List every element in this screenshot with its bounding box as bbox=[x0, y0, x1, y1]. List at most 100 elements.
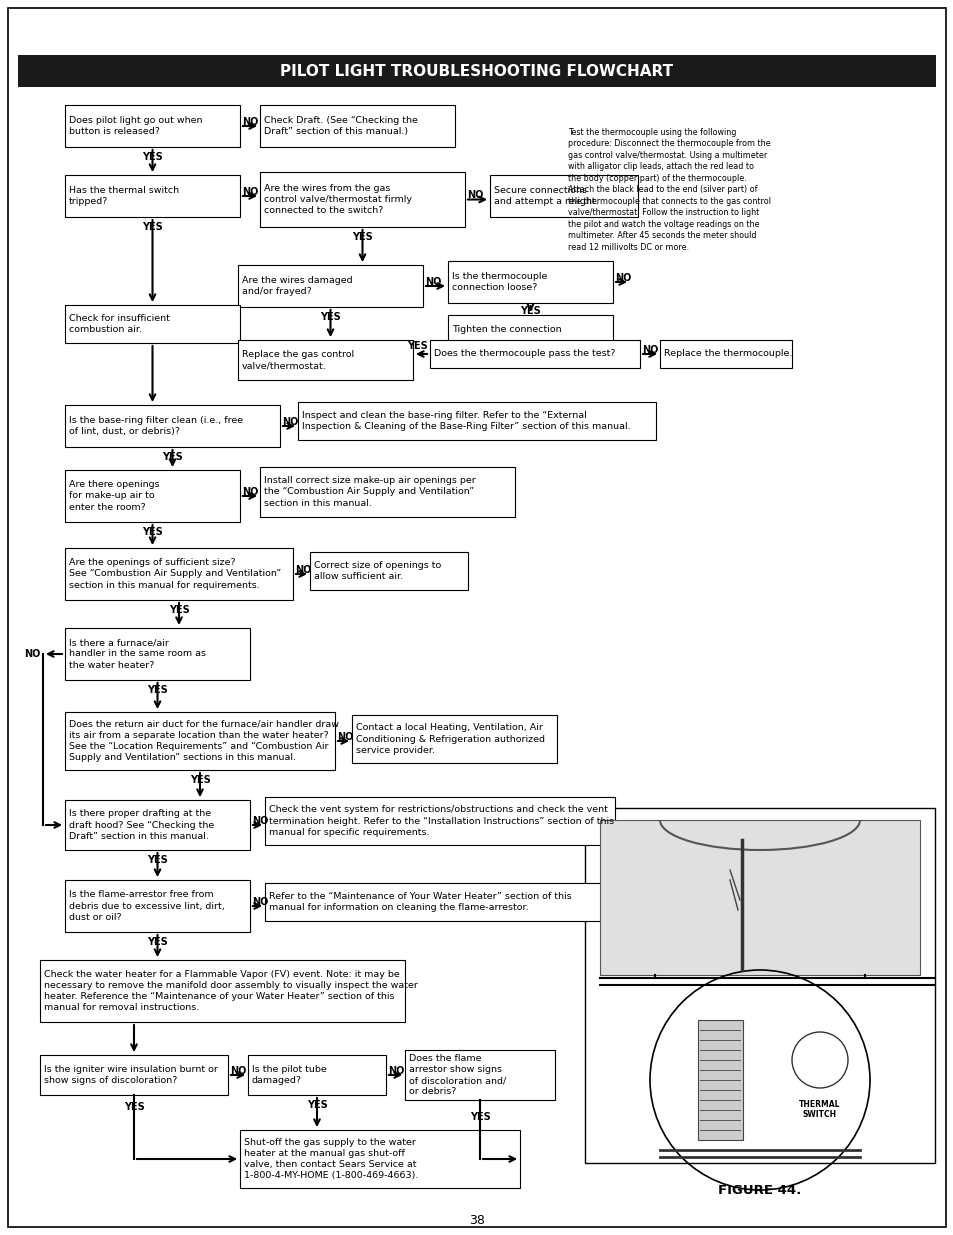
Bar bbox=[65, 800, 250, 850]
Text: Shut-off the gas supply to the water
heater at the manual gas shut-off
valve, th: Shut-off the gas supply to the water hea… bbox=[244, 1137, 418, 1181]
Bar bbox=[430, 340, 639, 368]
Text: Contact a local Heating, Ventilation, Air
Conditioning & Refrigeration authorize: Contact a local Heating, Ventilation, Ai… bbox=[355, 724, 544, 755]
Bar bbox=[659, 340, 791, 368]
Text: Inspect and clean the base-ring filter. Refer to the “External
Inspection & Clea: Inspect and clean the base-ring filter. … bbox=[302, 411, 630, 431]
Text: PILOT LIGHT TROUBLESHOOTING FLOWCHART: PILOT LIGHT TROUBLESHOOTING FLOWCHART bbox=[280, 63, 673, 79]
Text: NO: NO bbox=[252, 897, 268, 906]
Text: YES: YES bbox=[142, 222, 163, 232]
Text: Are there openings
for make-up air to
enter the room?: Are there openings for make-up air to en… bbox=[69, 480, 159, 511]
Bar bbox=[448, 315, 613, 343]
Text: NO: NO bbox=[641, 345, 658, 354]
Bar bbox=[40, 1055, 228, 1095]
Text: Check Draft. (See “Checking the
Draft” section of this manual.): Check Draft. (See “Checking the Draft” s… bbox=[264, 116, 417, 136]
Text: YES: YES bbox=[169, 605, 190, 615]
Text: NO: NO bbox=[25, 650, 41, 659]
Text: NO: NO bbox=[467, 190, 483, 200]
Text: YES: YES bbox=[519, 306, 540, 316]
Bar bbox=[65, 405, 280, 447]
Text: NO: NO bbox=[282, 417, 298, 427]
Bar bbox=[405, 1050, 555, 1100]
Text: YES: YES bbox=[147, 937, 168, 947]
Text: YES: YES bbox=[469, 1112, 490, 1123]
Text: YES: YES bbox=[124, 1102, 144, 1112]
Text: Correct size of openings to
allow sufficient air.: Correct size of openings to allow suffic… bbox=[314, 561, 441, 580]
Text: 38: 38 bbox=[469, 1214, 484, 1226]
Text: NO: NO bbox=[615, 273, 631, 283]
Text: Install correct size make-up air openings per
the “Combustion Air Supply and Ven: Install correct size make-up air opening… bbox=[264, 477, 476, 508]
Bar bbox=[599, 820, 919, 974]
Text: Are the wires damaged
and/or frayed?: Are the wires damaged and/or frayed? bbox=[242, 275, 353, 296]
Bar bbox=[260, 105, 455, 147]
Text: YES: YES bbox=[352, 232, 373, 242]
Bar bbox=[65, 629, 250, 680]
Text: NO: NO bbox=[252, 816, 268, 826]
Text: NO: NO bbox=[294, 564, 311, 576]
Text: NO: NO bbox=[424, 277, 441, 287]
Bar bbox=[352, 715, 557, 763]
Text: Does the thermocouple pass the test?: Does the thermocouple pass the test? bbox=[434, 350, 615, 358]
Bar bbox=[237, 266, 422, 308]
Text: YES: YES bbox=[190, 776, 211, 785]
Text: YES: YES bbox=[147, 685, 168, 695]
Text: YES: YES bbox=[407, 341, 428, 351]
Text: Check the vent system for restrictions/obstructions and check the vent
terminati: Check the vent system for restrictions/o… bbox=[269, 805, 614, 836]
Text: Replace the thermocouple.: Replace the thermocouple. bbox=[663, 350, 792, 358]
Text: Is the base-ring filter clean (i.e., free
of lint, dust, or debris)?: Is the base-ring filter clean (i.e., fre… bbox=[69, 416, 243, 436]
Text: Does the return air duct for the furnace/air handler draw
its air from a separat: Does the return air duct for the furnace… bbox=[69, 720, 338, 762]
Text: Is the igniter wire insulation burnt or
show signs of discoloration?: Is the igniter wire insulation burnt or … bbox=[44, 1065, 217, 1086]
Text: NO: NO bbox=[388, 1066, 404, 1076]
Bar bbox=[18, 56, 935, 86]
Text: Test the thermocouple using the following
procedure: Disconnect the thermocouple: Test the thermocouple using the followin… bbox=[567, 128, 770, 252]
Bar bbox=[65, 105, 240, 147]
Text: YES: YES bbox=[147, 855, 168, 864]
Bar bbox=[65, 175, 240, 217]
Text: YES: YES bbox=[142, 527, 163, 537]
Text: Are the wires from the gas
control valve/thermostat firmly
connected to the swit: Are the wires from the gas control valve… bbox=[264, 184, 412, 215]
Text: NO: NO bbox=[230, 1066, 246, 1076]
Text: NO: NO bbox=[242, 117, 258, 127]
Text: FIGURE 44.: FIGURE 44. bbox=[718, 1183, 801, 1197]
Text: NO: NO bbox=[242, 487, 258, 496]
Text: Does pilot light go out when
button is released?: Does pilot light go out when button is r… bbox=[69, 116, 202, 136]
Bar bbox=[65, 881, 250, 932]
Text: Are the openings of sufficient size?
See “Combustion Air Supply and Ventilation”: Are the openings of sufficient size? See… bbox=[69, 558, 281, 589]
Bar bbox=[265, 883, 609, 921]
Bar bbox=[265, 797, 615, 845]
Text: Is the thermocouple
connection loose?: Is the thermocouple connection loose? bbox=[452, 272, 547, 291]
Text: NO: NO bbox=[336, 732, 353, 742]
Bar bbox=[698, 1020, 742, 1140]
Text: YES: YES bbox=[306, 1100, 327, 1110]
Bar bbox=[584, 808, 934, 1163]
Text: Has the thermal switch
tripped?: Has the thermal switch tripped? bbox=[69, 186, 179, 206]
Bar bbox=[260, 172, 464, 227]
Text: Does the flame
arrestor show signs
of discoloration and/
or debris?: Does the flame arrestor show signs of di… bbox=[409, 1053, 506, 1097]
Text: Is the pilot tube
damaged?: Is the pilot tube damaged? bbox=[252, 1065, 327, 1086]
Bar bbox=[490, 175, 638, 217]
Text: Is there proper drafting at the
draft hood? See “Checking the
Draft” section in : Is there proper drafting at the draft ho… bbox=[69, 809, 214, 841]
Bar bbox=[260, 467, 515, 517]
Bar bbox=[248, 1055, 386, 1095]
Bar bbox=[297, 403, 656, 440]
Bar bbox=[240, 1130, 519, 1188]
Bar bbox=[65, 548, 293, 600]
Text: Refer to the “Maintenance of Your Water Heater” section of this
manual for infor: Refer to the “Maintenance of Your Water … bbox=[269, 892, 571, 913]
Bar bbox=[310, 552, 468, 590]
Bar bbox=[65, 713, 335, 769]
Text: Tighten the connection: Tighten the connection bbox=[452, 325, 561, 333]
Text: Secure connections
and attempt a relight.: Secure connections and attempt a relight… bbox=[494, 186, 598, 206]
Bar bbox=[237, 340, 413, 380]
Text: Check the water heater for a Flammable Vapor (FV) event. Note: it may be
necessa: Check the water heater for a Flammable V… bbox=[44, 969, 417, 1013]
Bar bbox=[65, 305, 240, 343]
Text: Check for insufficient
combustion air.: Check for insufficient combustion air. bbox=[69, 314, 170, 333]
Text: Replace the gas control
valve/thermostat.: Replace the gas control valve/thermostat… bbox=[242, 350, 354, 370]
Text: YES: YES bbox=[320, 312, 340, 322]
Bar bbox=[65, 471, 240, 522]
Text: THERMAL
SWITCH: THERMAL SWITCH bbox=[799, 1100, 840, 1119]
Bar bbox=[448, 261, 613, 303]
Text: Is the flame-arrestor free from
debris due to excessive lint, dirt,
dust or oil?: Is the flame-arrestor free from debris d… bbox=[69, 890, 225, 921]
Text: YES: YES bbox=[162, 452, 183, 462]
Text: NO: NO bbox=[242, 186, 258, 198]
Bar bbox=[40, 960, 405, 1023]
Text: Is there a furnace/air
handler in the same room as
the water heater?: Is there a furnace/air handler in the sa… bbox=[69, 638, 206, 669]
Text: YES: YES bbox=[142, 152, 163, 162]
